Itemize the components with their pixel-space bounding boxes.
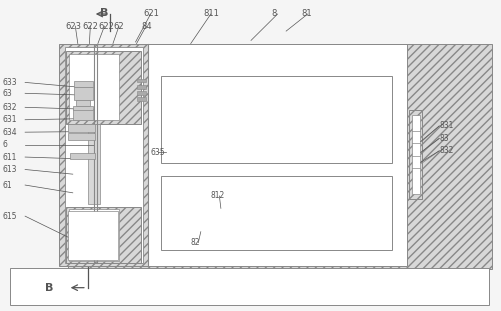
Bar	[70, 153, 95, 159]
Text: 635: 635	[150, 148, 165, 157]
Bar	[68, 133, 95, 140]
Text: 615: 615	[3, 212, 17, 220]
Bar	[65, 47, 143, 263]
Bar	[68, 211, 118, 260]
Text: 831: 831	[438, 122, 453, 130]
Text: 611: 611	[3, 153, 17, 161]
Bar	[66, 51, 140, 124]
Bar	[74, 81, 93, 87]
Text: 62: 62	[113, 22, 124, 31]
Bar	[74, 87, 93, 100]
Bar	[148, 44, 406, 266]
Bar	[76, 100, 90, 106]
Bar	[136, 97, 145, 101]
Text: 812: 812	[210, 192, 224, 200]
Bar	[66, 207, 140, 263]
Bar	[136, 91, 145, 95]
Bar	[136, 79, 145, 82]
Text: 631: 631	[3, 115, 17, 124]
Text: 634: 634	[3, 128, 17, 137]
Bar	[160, 76, 391, 163]
Text: 832: 832	[438, 146, 453, 155]
Bar	[10, 268, 488, 305]
Text: 63: 63	[3, 89, 12, 98]
Bar	[73, 106, 93, 110]
Bar	[69, 209, 119, 261]
Text: 811: 811	[203, 10, 219, 18]
Text: 83: 83	[438, 134, 448, 143]
Text: 613: 613	[3, 165, 17, 174]
Bar	[136, 85, 145, 89]
Text: 6: 6	[3, 140, 8, 149]
Text: 8: 8	[271, 10, 276, 18]
Bar	[68, 124, 95, 132]
Bar	[88, 124, 100, 204]
Text: 632: 632	[3, 103, 17, 112]
Text: 622: 622	[83, 22, 99, 31]
Text: 81: 81	[301, 10, 311, 18]
Bar	[408, 110, 421, 199]
Text: 623: 623	[65, 22, 81, 31]
Text: 61: 61	[3, 181, 12, 189]
Text: 84: 84	[141, 22, 152, 31]
Bar	[69, 54, 119, 120]
Text: 82: 82	[190, 238, 200, 247]
Text: B: B	[45, 283, 54, 293]
Text: 621: 621	[143, 10, 159, 18]
Text: B: B	[100, 8, 109, 18]
Bar	[68, 44, 491, 269]
Text: 633: 633	[3, 78, 17, 87]
Bar	[160, 176, 391, 250]
Bar	[411, 115, 419, 194]
Bar	[59, 44, 148, 266]
Text: 622: 622	[98, 22, 114, 31]
Bar	[73, 109, 93, 120]
